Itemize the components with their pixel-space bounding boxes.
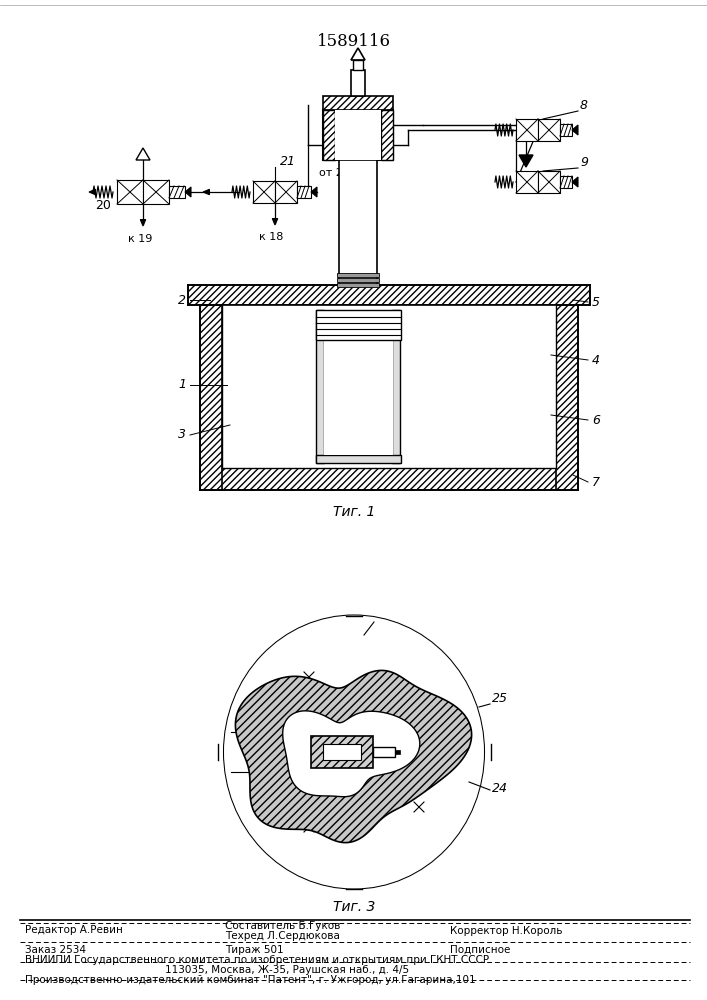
Text: 1589116: 1589116 [317,33,391,50]
Polygon shape [572,177,578,187]
Bar [538,171,560,193]
Text: 21: 21 [280,155,296,168]
Text: Τиг. 3: Τиг. 3 [333,900,375,914]
Bar [353,60,363,70]
Text: Составитель Б.Гуков: Составитель Б.Гуков [225,921,340,931]
Bar [323,744,361,760]
Text: 4: 4 [592,354,600,366]
Ellipse shape [224,615,484,888]
Bar [395,750,400,754]
Polygon shape [89,189,95,195]
Text: 3: 3 [178,428,186,442]
Polygon shape [235,670,472,843]
Text: к 19: к 19 [128,234,152,244]
Bar [253,181,275,203]
Text: Τиг. 1: Τиг. 1 [333,505,375,519]
Text: Редактор А.Ревин: Редактор А.Ревин [25,925,123,935]
Text: Техред Л.Сердюкова: Техред Л.Сердюкова [225,931,340,941]
Bar [337,273,379,277]
Polygon shape [203,189,209,195]
Bar [222,305,556,468]
Bar [323,110,335,160]
Text: 20: 20 [95,199,111,212]
Text: Производственно-издательский комбинат "Патент", г. Ужгород, ул.Гагарина,101: Производственно-издательский комбинат "П… [25,975,476,985]
Bar [311,736,373,768]
Bar [516,171,538,193]
Bar [324,310,393,455]
Bar [188,285,590,305]
Bar [169,186,185,198]
Bar [323,96,393,110]
Bar [275,181,297,203]
Bar [556,305,578,490]
Bar [297,186,311,198]
Bar [200,468,578,490]
Polygon shape [283,711,420,797]
Bar [337,278,379,282]
Text: 6: 6 [592,414,600,426]
Bar [392,310,400,463]
Bar [117,180,143,204]
Bar [143,180,169,204]
Bar [351,70,365,96]
Text: 8: 8 [580,99,588,112]
Bar [316,310,401,340]
Polygon shape [519,155,533,167]
Text: Заказ 2534: Заказ 2534 [25,945,86,955]
Text: Подписное: Подписное [450,945,510,955]
Bar [373,747,395,757]
Text: 25: 25 [492,692,508,705]
Bar [316,310,324,463]
Bar [316,455,401,463]
Text: 2: 2 [178,294,186,306]
Polygon shape [572,125,578,135]
Text: 7: 7 [592,476,600,488]
Bar [337,283,379,287]
Text: 113035, Москва, Ж-35, Раушская наб., д. 4/5: 113035, Москва, Ж-35, Раушская наб., д. … [165,965,409,975]
Text: ВНИИПИ Государственного комитета по изобретениям и открытиям при ГКНТ СССР: ВНИИПИ Государственного комитета по изоб… [25,955,489,965]
Bar [381,110,393,160]
Polygon shape [185,187,191,197]
Bar [560,124,572,136]
Polygon shape [311,187,317,197]
Text: Тираж 501: Тираж 501 [225,945,284,955]
Bar [335,110,381,160]
Bar [538,119,560,141]
Bar [339,160,377,285]
Bar [516,119,538,141]
Text: 24: 24 [492,782,508,795]
Polygon shape [272,219,278,225]
Text: от 29: от 29 [319,168,350,178]
Text: Корректор Н.Король: Корректор Н.Король [450,926,563,936]
Text: 1: 1 [178,378,186,391]
Polygon shape [140,220,146,226]
Bar [560,176,572,188]
Bar [323,110,393,160]
Text: к 18: к 18 [259,232,284,242]
Text: 9: 9 [580,156,588,169]
Bar [200,305,222,490]
Text: 5: 5 [592,296,600,308]
